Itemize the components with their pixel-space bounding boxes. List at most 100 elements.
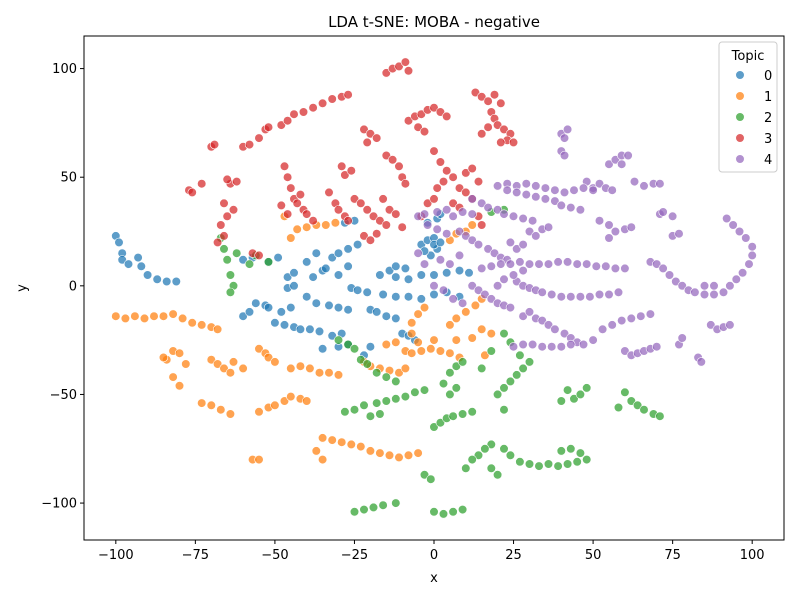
x-tick-label: 75 <box>664 548 681 563</box>
topic-3-point <box>435 157 446 167</box>
topic-4-point <box>617 159 627 169</box>
topic-3-point <box>359 124 369 134</box>
topic-3-point <box>394 161 404 171</box>
topic-4-point <box>483 244 493 254</box>
topic-3-point <box>209 140 220 150</box>
topic-4-point <box>725 320 735 330</box>
topic-2-point <box>445 368 455 378</box>
topic-1-point <box>286 392 296 402</box>
x-tick-label: −50 <box>261 548 288 563</box>
topic-2-point <box>365 411 376 421</box>
topic-2-point <box>518 363 528 374</box>
topic-4-point <box>594 179 605 189</box>
topic-2-point <box>582 455 592 465</box>
topic-3-point <box>403 66 414 76</box>
topic-2-point <box>575 448 586 458</box>
x-axis: −100 −75 −50 −25 0 25 50 75 100 <box>98 540 765 563</box>
topic-3-point <box>429 103 439 113</box>
topic-1-point <box>197 320 207 330</box>
x-tick-label: 50 <box>585 548 602 563</box>
topic-4-point <box>429 281 439 291</box>
topic-0-point <box>305 324 315 334</box>
topic-2-point <box>375 409 385 419</box>
legend-marker-topic-4 <box>735 154 745 164</box>
topic-2-point <box>569 394 579 404</box>
topic-4-point <box>518 240 528 250</box>
topic-3-point <box>381 68 391 78</box>
topic-3-point <box>346 166 356 176</box>
topic-2-point <box>391 376 401 387</box>
topic-4-point <box>480 289 490 300</box>
topic-1-point <box>158 352 169 363</box>
topic-0-point <box>302 292 312 302</box>
topic-4-point <box>718 287 729 297</box>
topic-4-point <box>531 192 541 202</box>
topic-1-point <box>477 324 487 334</box>
topic-1-point <box>321 220 331 230</box>
topic-4-point <box>626 313 636 324</box>
topic-4-point <box>559 150 570 161</box>
topic-4-point <box>524 307 535 317</box>
topic-3-point <box>477 92 487 102</box>
topic-4-point <box>499 209 509 219</box>
topic-1-point <box>216 405 226 415</box>
x-tick-label: 0 <box>430 548 438 563</box>
topic-0-point <box>375 270 385 280</box>
topic-2-point <box>391 394 401 404</box>
topic-4-point <box>518 311 528 321</box>
topic-4-point <box>505 237 516 247</box>
topic-4-point <box>442 229 452 239</box>
topic-3-point <box>286 183 296 193</box>
topic-2-point <box>225 287 235 297</box>
topic-4-point <box>473 240 484 250</box>
topic-3-point <box>337 161 347 171</box>
topic-3-point <box>343 216 353 226</box>
topic-3-point <box>349 194 360 204</box>
x-tick-label: −25 <box>341 548 368 563</box>
topic-4-point <box>508 211 519 221</box>
topic-3-point <box>308 103 318 113</box>
topic-0-point <box>251 298 261 308</box>
topic-2-point <box>232 248 242 258</box>
topic-3-point <box>391 209 401 219</box>
topic-2-point <box>556 446 566 456</box>
topic-3-point <box>372 229 382 239</box>
topic-4-point <box>559 187 570 197</box>
topic-3-point <box>496 98 506 108</box>
topic-3-point <box>508 137 519 147</box>
topic-4-point <box>454 250 465 260</box>
topic-0-point <box>311 248 321 258</box>
topic-4-point <box>531 181 541 191</box>
topic-0-point <box>343 244 353 254</box>
topic-0-point <box>426 250 436 260</box>
topic-3-point <box>429 194 439 204</box>
topic-3-point <box>228 205 239 215</box>
x-tick-label: 100 <box>740 548 765 563</box>
topic-2-point <box>556 396 566 406</box>
topic-2-point <box>359 505 369 515</box>
topic-2-point <box>263 257 274 267</box>
topic-3-point <box>365 235 376 245</box>
topic-4-point <box>505 259 516 269</box>
topic-1-point <box>181 359 191 369</box>
topic-2-point <box>512 370 522 380</box>
topic-4-point <box>626 222 636 232</box>
topic-2-point <box>458 505 468 515</box>
topic-0-point <box>362 287 372 297</box>
topic-0-point <box>435 237 446 247</box>
topic-0-point <box>365 342 376 352</box>
topic-4-point <box>636 311 646 321</box>
legend-marker-topic-3 <box>735 133 745 143</box>
topic-0-point <box>324 300 334 311</box>
x-tick-label: −75 <box>182 548 209 563</box>
topic-2-point <box>493 470 503 480</box>
topic-2-point <box>499 405 509 415</box>
topic-1-point <box>149 311 159 321</box>
topic-3-point <box>477 129 487 139</box>
legend-label-topic-4: 4 <box>764 153 772 168</box>
topic-2-point <box>448 411 458 421</box>
topic-4-point <box>531 231 541 241</box>
topic-3-point <box>254 250 264 260</box>
topic-2-point <box>419 470 430 480</box>
topic-2-point <box>543 459 554 469</box>
